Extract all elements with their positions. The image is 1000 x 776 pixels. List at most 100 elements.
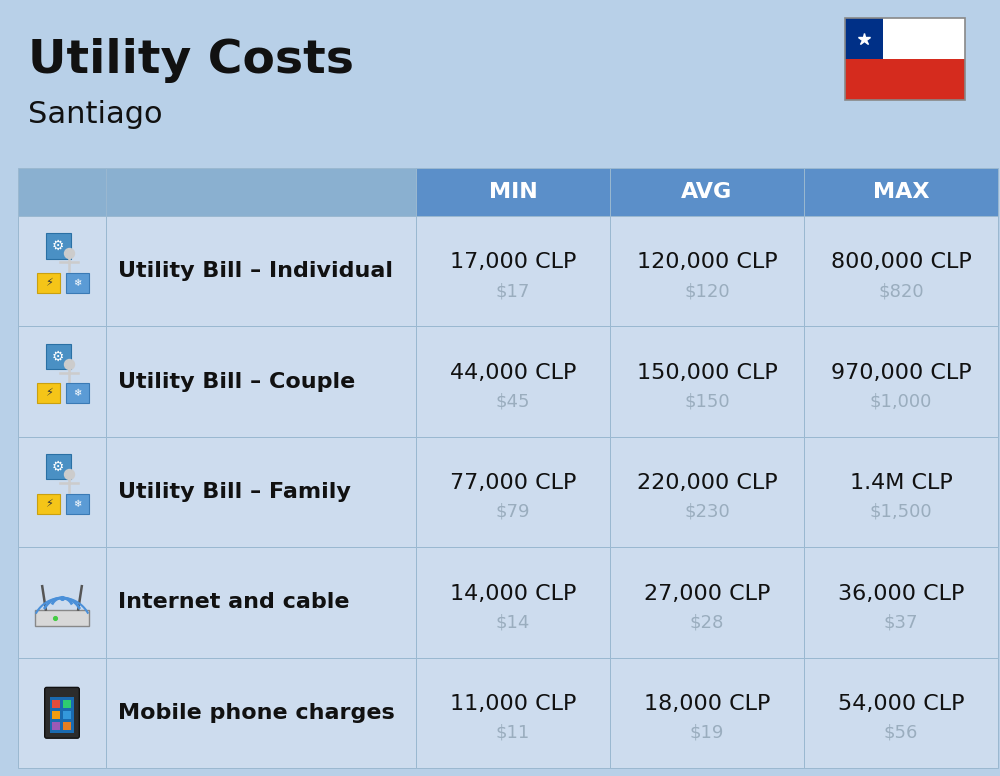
Bar [52,722,60,730]
Bar [610,657,804,768]
Text: 120,000 CLP: 120,000 CLP [637,252,777,272]
Text: 800,000 CLP: 800,000 CLP [831,252,971,272]
Bar [63,722,71,730]
Bar [804,168,998,216]
Text: $11: $11 [496,724,530,742]
Bar [845,18,965,100]
Text: ⚙: ⚙ [52,349,65,363]
Bar [35,610,89,625]
Text: Santiago: Santiago [28,100,162,129]
Text: ⚡: ⚡ [45,388,52,398]
Bar [416,216,610,327]
Bar [804,547,998,657]
Text: MIN: MIN [489,182,537,202]
Bar [416,327,610,437]
Text: 54,000 CLP: 54,000 CLP [838,694,964,714]
Bar [106,547,416,657]
Text: 14,000 CLP: 14,000 CLP [450,584,576,604]
Bar [50,697,74,733]
Bar [106,168,416,216]
Bar [106,437,416,547]
Text: $1,500: $1,500 [870,503,932,521]
Text: 11,000 CLP: 11,000 CLP [450,694,576,714]
Text: ❄: ❄ [73,388,81,398]
Bar [804,437,998,547]
Text: 17,000 CLP: 17,000 CLP [450,252,576,272]
Text: MAX: MAX [873,182,929,202]
Bar [37,383,60,404]
Bar [804,216,998,327]
Bar [845,59,965,100]
Text: 77,000 CLP: 77,000 CLP [450,473,576,494]
Text: $45: $45 [496,393,530,411]
Bar [52,700,60,708]
Bar [804,657,998,768]
Bar [610,327,804,437]
Bar [804,327,998,437]
Text: 44,000 CLP: 44,000 CLP [450,362,576,383]
Bar [610,547,804,657]
Text: 36,000 CLP: 36,000 CLP [838,584,964,604]
Text: 970,000 CLP: 970,000 CLP [831,362,971,383]
Bar [37,273,60,293]
Bar [845,18,883,59]
Text: 150,000 CLP: 150,000 CLP [637,362,777,383]
Text: $1,000: $1,000 [870,393,932,411]
Text: Mobile phone charges: Mobile phone charges [118,703,395,722]
Text: $17: $17 [496,282,530,300]
Text: ⚙: ⚙ [52,239,65,253]
FancyBboxPatch shape [45,688,79,738]
Text: Utility Costs: Utility Costs [28,38,354,83]
Text: ❄: ❄ [73,278,81,288]
Text: $56: $56 [884,724,918,742]
Text: $150: $150 [684,393,730,411]
Bar [106,216,416,327]
Text: $820: $820 [878,282,924,300]
Bar [52,711,60,719]
Text: $19: $19 [690,724,724,742]
Text: Utility Bill – Family: Utility Bill – Family [118,482,351,502]
Text: ⚙: ⚙ [52,460,65,474]
Text: 18,000 CLP: 18,000 CLP [644,694,770,714]
Bar [18,547,106,657]
Bar [18,327,106,437]
Text: Internet and cable: Internet and cable [118,592,350,612]
Text: 220,000 CLP: 220,000 CLP [637,473,777,494]
Bar [63,711,71,719]
Bar [46,454,71,480]
Text: 27,000 CLP: 27,000 CLP [644,584,770,604]
Bar [66,383,89,404]
Bar [18,657,106,768]
Bar [18,437,106,547]
Bar [63,700,71,708]
Text: $14: $14 [496,613,530,631]
Bar [106,657,416,768]
Bar [416,168,610,216]
Text: ⚡: ⚡ [45,278,52,288]
Text: Utility Bill – Couple: Utility Bill – Couple [118,372,355,392]
Text: AVG: AVG [681,182,733,202]
Text: ⚡: ⚡ [45,499,52,509]
Bar [883,18,965,59]
Bar [610,168,804,216]
Bar [18,168,106,216]
Text: $79: $79 [496,503,530,521]
Text: $37: $37 [884,613,918,631]
Text: 1.4M CLP: 1.4M CLP [850,473,952,494]
Text: $230: $230 [684,503,730,521]
Bar [66,494,89,514]
Bar [18,216,106,327]
Bar [46,234,71,258]
Bar [610,437,804,547]
Text: Utility Bill – Individual: Utility Bill – Individual [118,262,393,281]
Bar [106,327,416,437]
Bar [416,437,610,547]
Text: $28: $28 [690,613,724,631]
Bar [46,344,71,369]
Bar [416,547,610,657]
Bar [37,494,60,514]
Text: $120: $120 [684,282,730,300]
Bar [416,657,610,768]
Bar [610,216,804,327]
Bar [66,273,89,293]
